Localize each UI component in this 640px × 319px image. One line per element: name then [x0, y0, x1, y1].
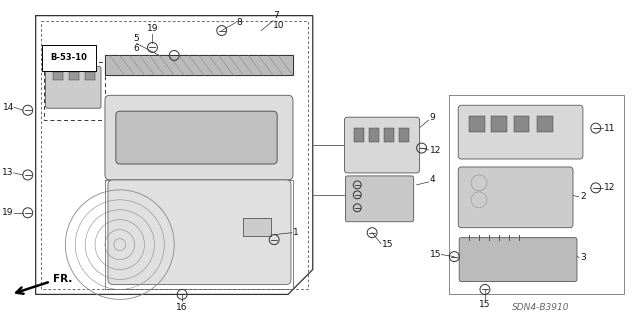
Bar: [54, 72, 63, 80]
Text: 14: 14: [3, 103, 14, 112]
Bar: [369, 128, 379, 142]
Text: 15: 15: [430, 250, 442, 259]
Bar: [399, 128, 409, 142]
Bar: [85, 72, 95, 80]
Bar: [384, 128, 394, 142]
Text: 12: 12: [604, 183, 615, 192]
Text: 8: 8: [237, 18, 243, 27]
FancyBboxPatch shape: [108, 180, 291, 285]
FancyBboxPatch shape: [460, 238, 577, 281]
Text: 1: 1: [293, 228, 299, 237]
FancyBboxPatch shape: [45, 66, 101, 108]
Bar: [69, 72, 79, 80]
Text: 19: 19: [3, 208, 14, 217]
Bar: [538, 116, 553, 132]
Text: B-53-10: B-53-10: [51, 53, 88, 63]
Bar: [355, 128, 364, 142]
Text: 13: 13: [3, 168, 14, 177]
Text: 9: 9: [429, 113, 435, 122]
Text: 6: 6: [134, 44, 140, 53]
Text: 16: 16: [177, 303, 188, 312]
FancyBboxPatch shape: [346, 176, 413, 222]
Text: 2: 2: [580, 192, 586, 201]
Text: 12: 12: [429, 145, 441, 154]
Text: 15: 15: [382, 240, 394, 249]
Bar: [469, 116, 485, 132]
Text: SDN4-B3910: SDN4-B3910: [511, 303, 569, 312]
FancyBboxPatch shape: [344, 117, 420, 173]
FancyBboxPatch shape: [105, 95, 293, 180]
Text: 10: 10: [273, 21, 285, 30]
FancyBboxPatch shape: [116, 111, 277, 164]
Bar: [243, 218, 271, 236]
Bar: [514, 116, 529, 132]
FancyBboxPatch shape: [458, 167, 573, 228]
Text: 19: 19: [147, 24, 158, 33]
Text: FR.: FR.: [52, 274, 72, 285]
Text: 4: 4: [429, 175, 435, 184]
Text: 7: 7: [273, 11, 279, 20]
Text: 11: 11: [604, 124, 615, 133]
Polygon shape: [105, 56, 293, 75]
Text: 15: 15: [479, 300, 491, 309]
Text: 3: 3: [580, 253, 586, 262]
FancyBboxPatch shape: [458, 105, 583, 159]
Text: 5: 5: [134, 34, 140, 43]
Bar: [491, 116, 507, 132]
